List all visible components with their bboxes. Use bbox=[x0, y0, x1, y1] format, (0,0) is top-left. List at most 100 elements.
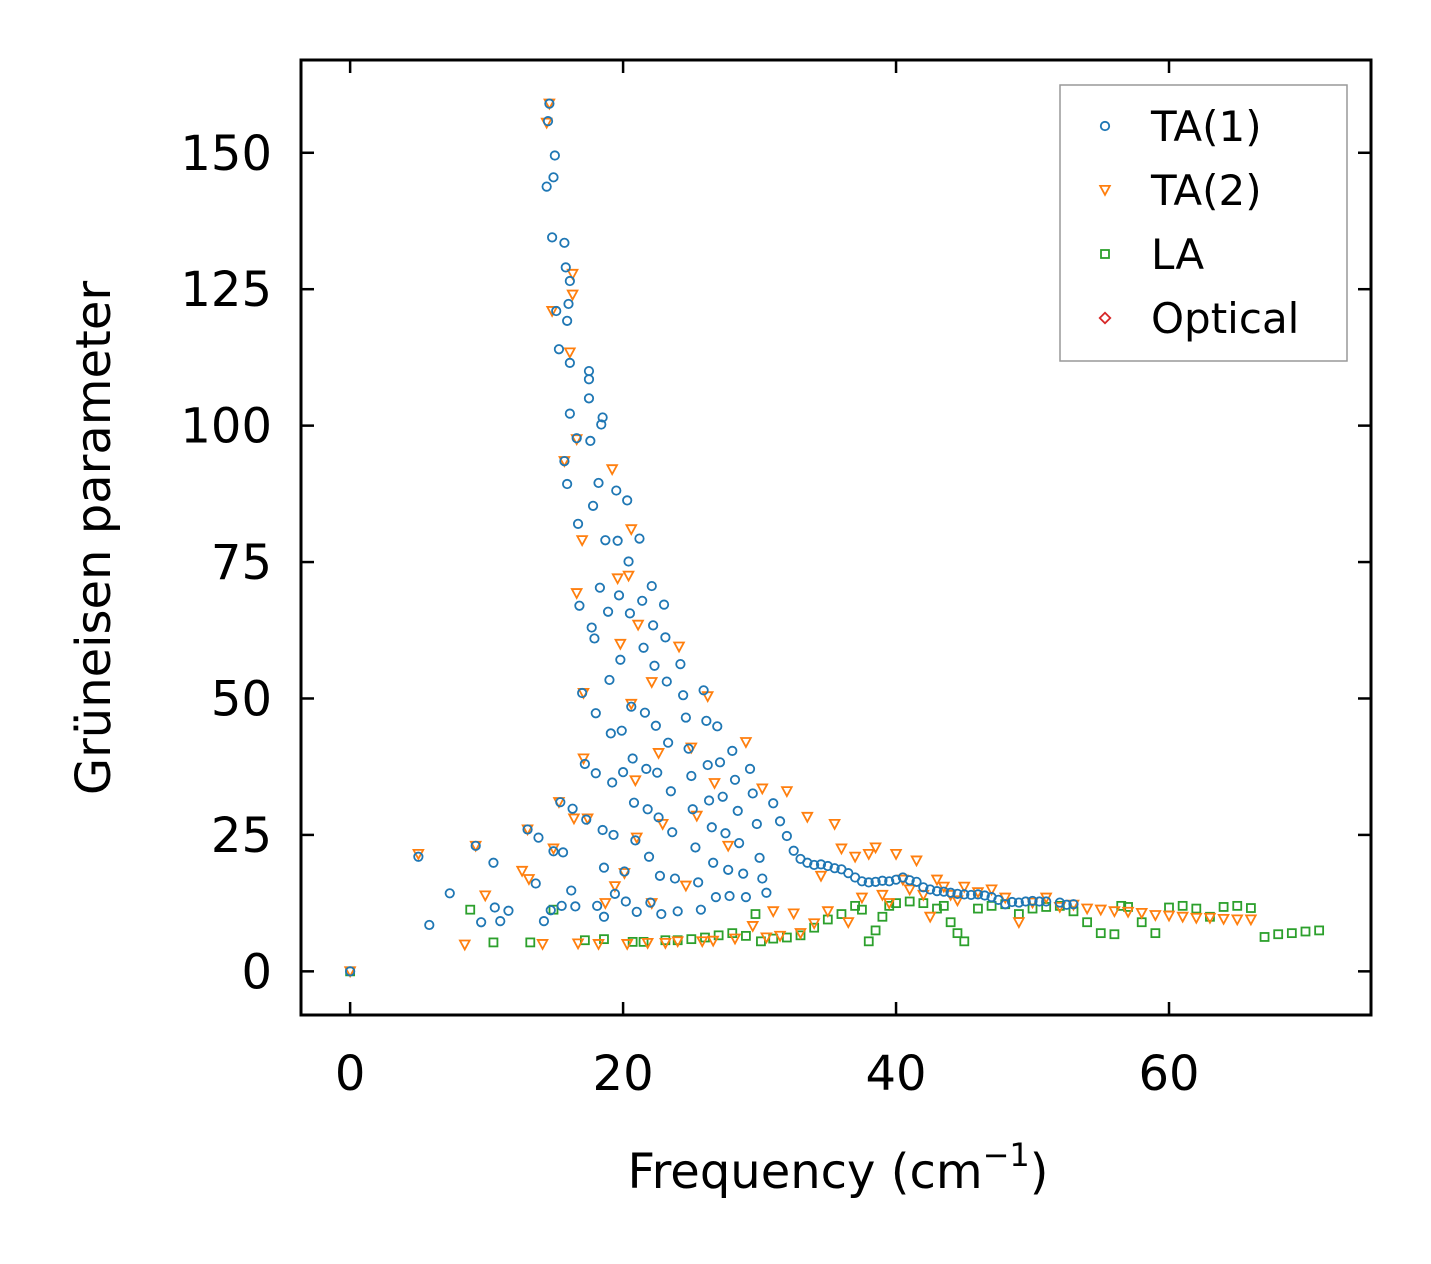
data-point-ta-1 bbox=[904, 875, 915, 886]
data-point-ta-1 bbox=[687, 804, 698, 815]
data-point-ta-1 bbox=[683, 743, 694, 754]
legend-label-la: LA bbox=[1151, 230, 1204, 279]
data-point-ta-1 bbox=[856, 876, 868, 887]
data-point-ta-2 bbox=[478, 890, 492, 903]
y-tick-label: 150 bbox=[180, 126, 272, 182]
data-point-ta-1 bbox=[863, 877, 874, 888]
data-point-ta-2 bbox=[1217, 913, 1230, 926]
data-point-ta-1 bbox=[611, 485, 622, 496]
data-point-ta-2 bbox=[563, 347, 577, 360]
data-point-ta-1 bbox=[717, 791, 728, 802]
y-tick-label: 0 bbox=[241, 944, 272, 1000]
data-point-ta-1 bbox=[959, 889, 970, 900]
data-point-ta-1 bbox=[708, 857, 719, 868]
data-point-ta-1 bbox=[581, 814, 592, 825]
data-point-ta-1 bbox=[590, 768, 601, 779]
data-point-ta-1 bbox=[604, 674, 615, 686]
data-point-ta-2 bbox=[608, 881, 622, 893]
data-point-ta-1 bbox=[615, 654, 626, 665]
data-point-ta-1 bbox=[727, 745, 738, 756]
data-point-ta-1 bbox=[548, 846, 559, 857]
data-point-la bbox=[686, 934, 697, 945]
data-point-ta-1 bbox=[802, 857, 813, 868]
data-point-ta-1 bbox=[733, 837, 745, 849]
data-point-ta-1 bbox=[559, 455, 570, 467]
data-point-ta-1 bbox=[650, 720, 661, 731]
data-point-ta-2 bbox=[695, 936, 709, 949]
data-point-ta-2 bbox=[869, 842, 882, 855]
data-point-ta-2 bbox=[780, 786, 794, 798]
data-point-la bbox=[1109, 929, 1120, 940]
legend-label-ta-2: TA(2) bbox=[1150, 166, 1262, 215]
data-point-ta-1 bbox=[680, 712, 691, 723]
legend-marker-ta-2 bbox=[1098, 184, 1112, 197]
data-point-ta-1 bbox=[661, 676, 672, 687]
data-point-ta-1 bbox=[577, 687, 588, 699]
data-point-ta-1 bbox=[598, 911, 610, 922]
data-point-ta-1 bbox=[574, 600, 585, 611]
data-point-ta-1 bbox=[626, 701, 637, 712]
data-point-ta-2 bbox=[645, 677, 659, 689]
data-point-la bbox=[1116, 900, 1127, 911]
data-point-ta-2 bbox=[1108, 906, 1121, 919]
data-point-ta-1 bbox=[489, 902, 500, 913]
data-point-ta-1 bbox=[607, 777, 618, 788]
data-point-ta-2 bbox=[841, 917, 855, 929]
data-point-ta-2 bbox=[592, 939, 605, 951]
data-point-ta-1 bbox=[918, 882, 929, 893]
data-point-ta-1 bbox=[649, 660, 660, 671]
data-point-ta-2 bbox=[641, 937, 654, 950]
data-point-ta-2 bbox=[794, 928, 807, 940]
data-point-ta-1 bbox=[593, 477, 604, 489]
data-point-la bbox=[713, 930, 724, 941]
data-point-ta-1 bbox=[608, 829, 619, 841]
data-point-ta-1 bbox=[724, 890, 735, 902]
data-point-ta-1 bbox=[712, 721, 723, 732]
data-point-ta-1 bbox=[424, 919, 435, 931]
data-point-la bbox=[863, 936, 874, 947]
data-point-ta-1 bbox=[1027, 895, 1038, 907]
data-point-ta-1 bbox=[1068, 899, 1079, 910]
data-point-ta-2 bbox=[671, 936, 685, 949]
data-point-ta-2 bbox=[889, 849, 903, 861]
data-point-ta-1 bbox=[660, 632, 671, 643]
data-point-ta-1 bbox=[1034, 896, 1045, 907]
data-point-ta-1 bbox=[877, 875, 888, 886]
data-point-ta-1 bbox=[652, 767, 663, 778]
data-point-la bbox=[781, 932, 792, 943]
data-point-ta-1 bbox=[809, 859, 820, 871]
data-point-ta-1 bbox=[744, 763, 756, 774]
data-point-ta-1 bbox=[541, 181, 552, 192]
data-point-ta-1 bbox=[822, 860, 833, 872]
data-point-ta-1 bbox=[533, 832, 544, 843]
data-point-ta-1 bbox=[549, 150, 560, 161]
data-point-ta-1 bbox=[723, 864, 734, 875]
data-point-la bbox=[525, 937, 536, 948]
data-point-la bbox=[959, 936, 970, 947]
data-point-ta-1 bbox=[658, 599, 670, 610]
data-point-la bbox=[638, 936, 649, 947]
y-tick-label: 75 bbox=[211, 535, 272, 591]
data-point-ta-1 bbox=[544, 98, 555, 109]
data-point-ta-2 bbox=[766, 906, 780, 919]
data-point-ta-2 bbox=[684, 742, 698, 755]
data-point-ta-1 bbox=[562, 478, 573, 490]
legend-marker-ta-1 bbox=[1099, 120, 1111, 132]
data-point-ta-2 bbox=[570, 434, 584, 446]
data-point-la bbox=[1218, 902, 1229, 912]
data-point-la bbox=[836, 909, 847, 919]
data-point-ta-2 bbox=[571, 938, 585, 951]
data-point-ta-2 bbox=[835, 843, 848, 856]
data-point-ta-2 bbox=[821, 906, 835, 919]
data-point-ta-2 bbox=[566, 268, 579, 281]
data-point-la bbox=[945, 917, 956, 928]
legend-label-optical: Optical bbox=[1151, 294, 1299, 343]
data-point-ta-1 bbox=[634, 533, 645, 544]
data-point-ta-2 bbox=[672, 641, 686, 654]
data-point-ta-1 bbox=[623, 556, 634, 567]
data-point-ta-1 bbox=[619, 866, 630, 877]
data-point-ta-1 bbox=[628, 797, 640, 808]
data-point-ta-2 bbox=[515, 865, 529, 878]
data-point-ta-2 bbox=[760, 932, 773, 945]
data-point-ta-1 bbox=[706, 822, 717, 833]
